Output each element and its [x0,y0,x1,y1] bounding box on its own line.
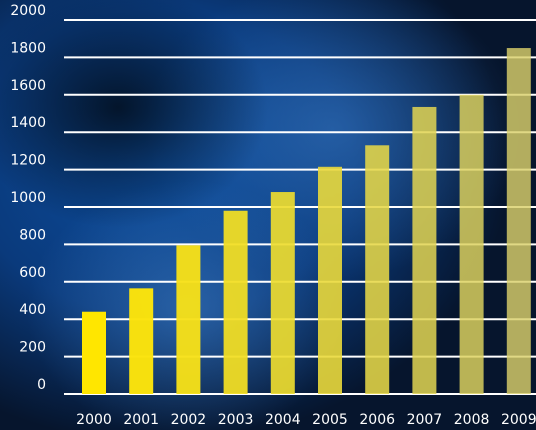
y-tick-label: 600 [19,265,46,281]
x-tick-label: 2001 [123,412,159,428]
y-tick-label: 1400 [10,115,46,131]
y-tick-label: 1600 [10,78,46,94]
x-axis-ticks: 2000 2001 2002 2003 2004 2005 2006 2007 2008 2009 [76,412,536,428]
bar-2000 [82,311,106,394]
bars [82,48,531,395]
x-tick-label: 2009 [501,412,536,428]
x-tick-label: 2006 [359,412,395,428]
bar-2004 [270,192,295,394]
x-tick-label: 2004 [265,412,301,428]
y-tick-label: 400 [19,302,46,318]
x-tick-label: 2002 [171,412,207,428]
x-tick-label: 2005 [312,412,348,428]
y-tick-label: 800 [19,227,46,243]
bar-2008 [459,94,484,395]
y-tick-label: 0 [37,377,46,393]
bar-2009 [506,48,531,395]
y-tick-label: 1000 [10,190,46,206]
x-tick-label: 2008 [454,412,490,428]
y-tick-label: 2000 [10,3,46,19]
bar-2007 [412,106,437,394]
x-tick-label: 2003 [218,412,254,428]
y-tick-label: 200 [19,340,46,356]
x-tick-label: 2000 [76,412,112,428]
bar-2001 [129,288,154,394]
y-tick-label: 1800 [10,40,46,56]
y-axis-ticks: 0 200 400 600 800 1000 1200 1400 1600 1800 2000 [10,3,46,393]
bar-2002 [176,245,201,394]
bar-2006 [365,145,390,394]
x-tick-label: 2007 [407,412,443,428]
bar-2005 [318,166,342,394]
bar-2003 [223,210,248,394]
y-tick-label: 1200 [10,153,46,169]
